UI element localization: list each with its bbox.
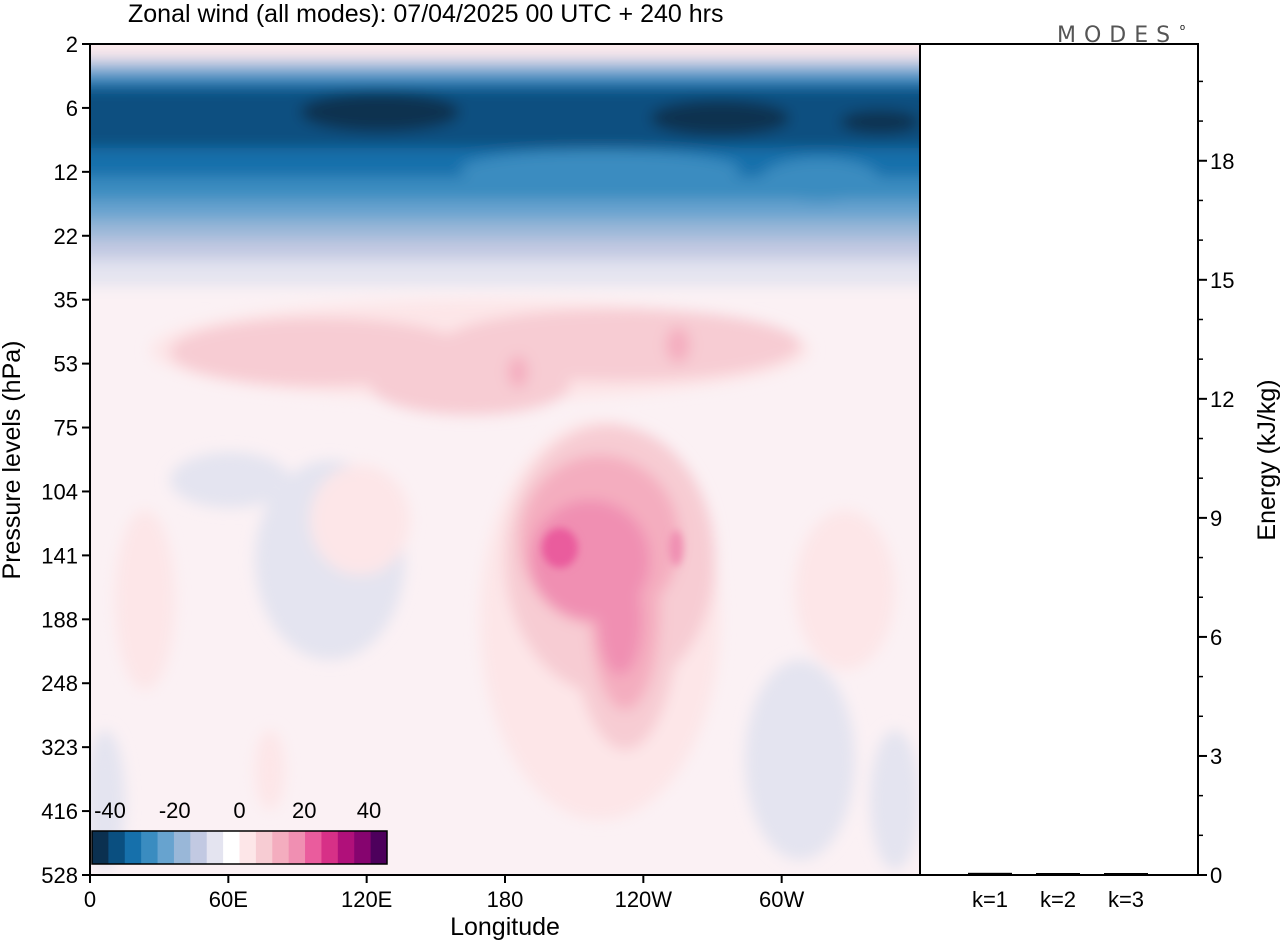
energy-tick-label: 3	[1210, 744, 1222, 769]
pressure-axis: 2 6 12 22 35 53 75 104 141 188 248 323 416 528	[41, 32, 90, 888]
y-tick-label: 416	[41, 799, 78, 824]
colorbar-swatch	[370, 831, 388, 864]
wavenumber-label: k=3	[1108, 887, 1144, 912]
x-tick-label: 120W	[615, 887, 673, 912]
energy-bar	[1104, 873, 1148, 874]
zonal-wind-contour-field	[90, 44, 920, 875]
energy-tick-label: 18	[1210, 149, 1234, 174]
x-tick-label: 0	[84, 887, 96, 912]
wavenumber-label: k=2	[1040, 887, 1076, 912]
colorbar-swatch	[337, 831, 355, 864]
y-tick-label: 35	[54, 288, 78, 313]
colorbar-tick-label: 20	[292, 798, 316, 823]
y-tick-label: 12	[54, 160, 78, 185]
y-tick-label: 141	[41, 543, 78, 568]
energy-axis: 0 3 6 9 12 15 18	[1198, 80, 1234, 888]
colorbar-swatch	[173, 831, 191, 864]
colorbar-tick-label: 40	[357, 798, 381, 823]
colorbar-tick-label: 0	[233, 798, 245, 823]
colorbar-swatch	[190, 831, 208, 864]
x-tick-label: 180	[487, 887, 524, 912]
y-tick-label: 104	[41, 479, 78, 504]
colorbar-swatch	[255, 831, 273, 864]
colorbar-swatch	[124, 831, 142, 864]
y-tick-label: 53	[54, 352, 78, 377]
energy-tick-label: 12	[1210, 387, 1234, 412]
colorbar-swatch	[354, 831, 372, 864]
colorbar-swatch	[157, 831, 175, 864]
y-tick-label: 528	[41, 863, 78, 888]
chart-title: Zonal wind (all modes): 07/04/2025 00 UT…	[128, 0, 723, 28]
x-tick-label: 60E	[209, 887, 248, 912]
colorbar: -40 -20 0 20 40	[91, 798, 388, 865]
energy-tick-label: 0	[1210, 863, 1222, 888]
colorbar-frame	[91, 830, 388, 865]
y-tick-label: 2	[66, 32, 78, 57]
y-tick-label: 6	[66, 96, 78, 121]
energy-axis-label: Energy (kJ/kg)	[1253, 379, 1280, 540]
y-tick-label: 75	[54, 416, 78, 441]
colorbar-swatch	[92, 831, 109, 864]
colorbar-swatch	[288, 831, 306, 864]
y-tick-label: 188	[41, 607, 78, 632]
y-tick-label: 248	[41, 671, 78, 696]
longitude-axis: 0 60E 120E 180 120W 60W	[84, 875, 805, 912]
energy-bar	[1036, 873, 1080, 874]
x-axis-label: Longitude	[450, 913, 560, 941]
colorbar-swatch	[305, 831, 322, 864]
logo-mark: o	[1180, 22, 1185, 32]
colorbar-swatch	[223, 831, 240, 864]
x-tick-label: 120E	[341, 887, 392, 912]
energy-bars	[968, 872, 1148, 874]
energy-bar	[968, 872, 1012, 874]
wavenumber-label: k=1	[972, 887, 1008, 912]
colorbar-tick-label: -40	[94, 798, 126, 823]
colorbar-swatch	[206, 831, 224, 864]
colorbar-swatch	[239, 831, 257, 864]
colorbar-swatch	[141, 831, 159, 864]
y-axis-label: Pressure levels (hPa)	[0, 341, 26, 580]
wavenumber-axis: k=1 k=2 k=3	[972, 887, 1144, 912]
energy-plot-frame	[919, 43, 1199, 876]
y-tick-label: 323	[41, 735, 78, 760]
colorbar-swatch	[321, 831, 339, 864]
energy-tick-label: 9	[1210, 506, 1222, 531]
colorbar-swatch	[108, 831, 126, 864]
colorbar-tick-label: -20	[159, 798, 191, 823]
x-tick-label: 60W	[759, 887, 804, 912]
energy-tick-label: 6	[1210, 625, 1222, 650]
y-tick-label: 22	[54, 224, 78, 249]
colorbar-swatch	[272, 831, 290, 864]
energy-tick-label: 15	[1210, 268, 1234, 293]
